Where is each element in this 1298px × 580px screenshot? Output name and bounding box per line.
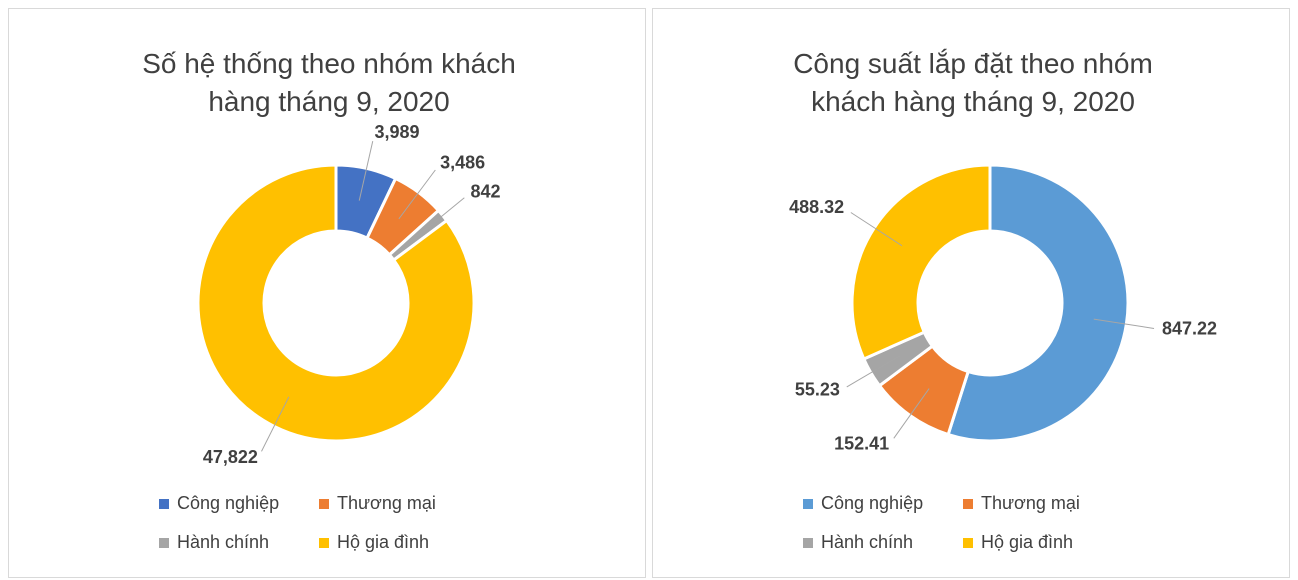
legend-swatch [159, 537, 169, 548]
legend-swatch [319, 498, 329, 509]
legend-item: Hộ gia đình [963, 532, 1163, 553]
data-label: 847.22 [1162, 318, 1217, 338]
legend-label: Hộ gia đình [337, 532, 430, 552]
donut-slice [196, 163, 476, 443]
leader-line [416, 197, 465, 237]
legend-label: Thương mại [981, 493, 1080, 513]
legend: Công nghiệp Thương mại Hành chính Hộ gia đì… [159, 493, 519, 553]
legend-label: Công nghiệp [821, 493, 924, 513]
chart-panel: Công suất lắp đặt theo nhóm khách hàng t… [652, 8, 1290, 578]
leader-line [893, 388, 930, 439]
legend-item: Hành chính [159, 532, 319, 553]
leader-line [1093, 318, 1155, 329]
legend-swatch [159, 498, 169, 509]
chart-panel: Số hệ thống theo nhóm khách hàng tháng 9… [8, 8, 646, 578]
legend-label: Công nghiệp [177, 493, 280, 513]
data-label: 3,486 [440, 152, 485, 172]
leader-line [850, 212, 903, 247]
legend: Công nghiệp Thương mại Hành chính Hộ gia đì… [803, 493, 1163, 553]
legend-item: Thương mại [963, 493, 1163, 514]
legend-swatch [319, 537, 329, 548]
leader-line [358, 141, 374, 201]
legend-item: Công nghiệp [159, 493, 319, 514]
legend-item: Thương mại [319, 493, 519, 514]
data-label: 152.41 [834, 434, 889, 454]
legend-label: Thương mại [337, 493, 436, 513]
data-label: 842 [471, 181, 501, 201]
leader-line [846, 355, 900, 388]
legend-item: Hành chính [803, 532, 963, 553]
legend-item: Hộ gia đình [319, 532, 519, 553]
donut-slice [850, 163, 992, 361]
chart-title: Số hệ thống theo nhóm khách hàng tháng 9… [142, 48, 516, 117]
legend-label: Hành chính [821, 532, 914, 552]
legend-swatch [803, 498, 813, 509]
legend-label: Hành chính [177, 532, 270, 552]
chart-title: Công suất lắp đặt theo nhóm khách hàng t… [793, 48, 1153, 117]
data-label: 55.23 [795, 380, 840, 400]
legend-item: Công nghiệp [803, 493, 963, 514]
data-label: 47,822 [203, 447, 258, 467]
legend-label: Hộ gia đình [981, 532, 1074, 552]
leader-line [398, 169, 436, 220]
leader-line [261, 396, 290, 452]
data-label: 488.32 [789, 197, 844, 217]
legend-swatch [963, 498, 973, 509]
data-label: 3,989 [375, 122, 420, 142]
legend-swatch [803, 537, 813, 548]
legend-swatch [963, 537, 973, 548]
donut-slice [946, 163, 1130, 443]
